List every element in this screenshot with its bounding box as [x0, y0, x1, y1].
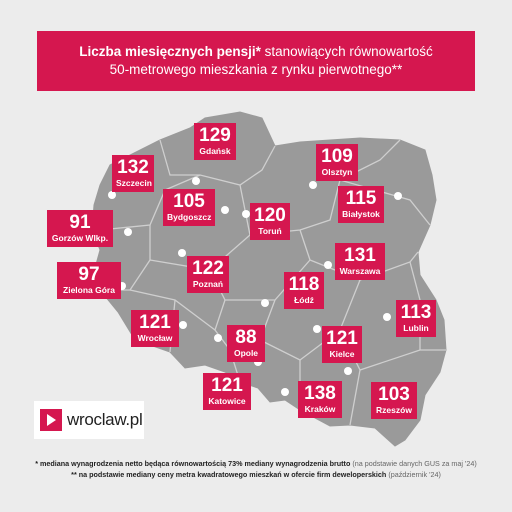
footnote-2: ** na podstawie mediany ceny metra kwadr… [0, 469, 512, 480]
city-name: Toruń [258, 226, 282, 236]
city-dot-olsztyn [309, 181, 317, 189]
city-dot-opole [214, 334, 222, 342]
city-dot-gdansk [192, 177, 200, 185]
title-bold: Liczba miesięcznych pensji* [79, 44, 261, 59]
footnote-1-main: * mediana wynagrodzenia netto będąca rów… [35, 459, 351, 468]
city-label-rzeszow: 103 Rzeszów [371, 382, 417, 419]
city-label-bialystok: 115 Białystok [338, 186, 384, 223]
city-name: Rzeszów [376, 405, 412, 415]
city-name: Wrocław [137, 333, 173, 343]
city-name: Zielona Góra [63, 285, 115, 295]
city-value: 118 [288, 274, 320, 295]
city-value: 121 [211, 375, 243, 396]
city-dot-torun [242, 210, 250, 218]
city-dot-krakow [281, 388, 289, 396]
wroclaw-logo: wroclaw.pl [34, 401, 144, 439]
city-dot-gorzow [124, 228, 132, 236]
city-value: 120 [254, 205, 286, 226]
city-name: Warszawa [339, 266, 381, 276]
city-value: 131 [344, 245, 376, 266]
city-label-olsztyn: 109 Olsztyn [316, 144, 358, 181]
city-value: 132 [117, 157, 149, 178]
city-value: 103 [378, 384, 410, 405]
city-label-opole: 88 Opole [227, 325, 265, 362]
city-name: Opole [233, 348, 259, 358]
city-label-krakow: 138 Kraków [298, 381, 342, 418]
title-line-1: Liczba miesięcznych pensji* stanowiących… [37, 43, 475, 61]
city-name: Olsztyn [321, 167, 353, 177]
city-label-poznan: 122 Poznań [187, 256, 229, 293]
city-name: Bydgoszcz [167, 212, 212, 222]
city-value: 121 [139, 312, 171, 333]
title-rest: stanowiących równowartość [260, 44, 433, 59]
city-name: Łódź [294, 295, 314, 305]
city-dot-rzeszow [344, 367, 352, 375]
city-label-bydgoszcz: 105 Bydgoszcz [163, 189, 215, 226]
city-value: 122 [192, 258, 224, 279]
footnotes: * mediana wynagrodzenia netto będąca rów… [0, 458, 512, 480]
city-label-zielona-gora: 97 Zielona Góra [57, 262, 121, 299]
city-dot-lodz [261, 299, 269, 307]
city-name: Gorzów Wlkp. [51, 233, 109, 243]
city-value: 91 [69, 212, 91, 233]
footnote-1-source: (na podstawie danych GUS za maj '24) [350, 459, 477, 468]
city-dot-lublin [383, 313, 391, 321]
city-label-torun: 120 Toruń [250, 203, 290, 240]
city-value: 113 [400, 302, 432, 323]
logo-text: wroclaw.pl [67, 410, 143, 429]
city-value: 97 [78, 264, 100, 285]
city-value: 88 [235, 327, 257, 348]
city-dots [108, 177, 402, 396]
city-dot-szczecin [108, 191, 116, 199]
city-label-kielce: 121 Kielce [322, 326, 362, 363]
city-value: 115 [345, 188, 377, 209]
city-value: 129 [199, 125, 231, 146]
city-name: Lublin [403, 323, 429, 333]
city-name: Białystok [342, 209, 380, 219]
city-label-gorzow: 91 Gorzów Wlkp. [47, 210, 113, 247]
city-name: Poznań [192, 279, 224, 289]
city-name: Kraków [304, 404, 336, 414]
city-label-wroclaw: 121 Wrocław [131, 310, 179, 347]
city-label-szczecin: 132 Szczecin [112, 155, 154, 192]
footnote-2-source: (październik '24) [386, 470, 441, 479]
city-value: 105 [173, 191, 205, 212]
city-dot-warszawa [324, 261, 332, 269]
footnote-1: * mediana wynagrodzenia netto będąca rów… [0, 458, 512, 469]
city-name: Kielce [329, 349, 355, 359]
city-label-warszawa: 131 Warszawa [335, 243, 385, 280]
city-value: 138 [304, 383, 336, 404]
city-name: Szczecin [116, 178, 152, 188]
city-name: Gdańsk [199, 146, 231, 156]
title-line-2: 50-metrowego mieszkania z rynku pierwotn… [109, 62, 403, 77]
footnote-2-main: ** na podstawie mediany ceny metra kwadr… [71, 470, 387, 479]
city-label-lodz: 118 Łódź [284, 272, 324, 309]
city-dot-poznan [178, 249, 186, 257]
city-label-gdansk: 129 Gdańsk [194, 123, 236, 160]
city-label-lublin: 113 Lublin [396, 300, 436, 337]
city-label-katowice: 121 Katowice [203, 373, 251, 410]
city-dot-kielce [313, 325, 321, 333]
title-banner: Liczba miesięcznych pensji* stanowiących… [37, 31, 475, 91]
city-value: 121 [326, 328, 358, 349]
city-value: 109 [321, 146, 353, 167]
logo-arrow-icon [40, 409, 62, 431]
city-name: Katowice [208, 396, 246, 406]
city-dot-bialystok [394, 192, 402, 200]
city-dot-bydgoszcz [221, 206, 229, 214]
city-dot-wroclaw [179, 321, 187, 329]
